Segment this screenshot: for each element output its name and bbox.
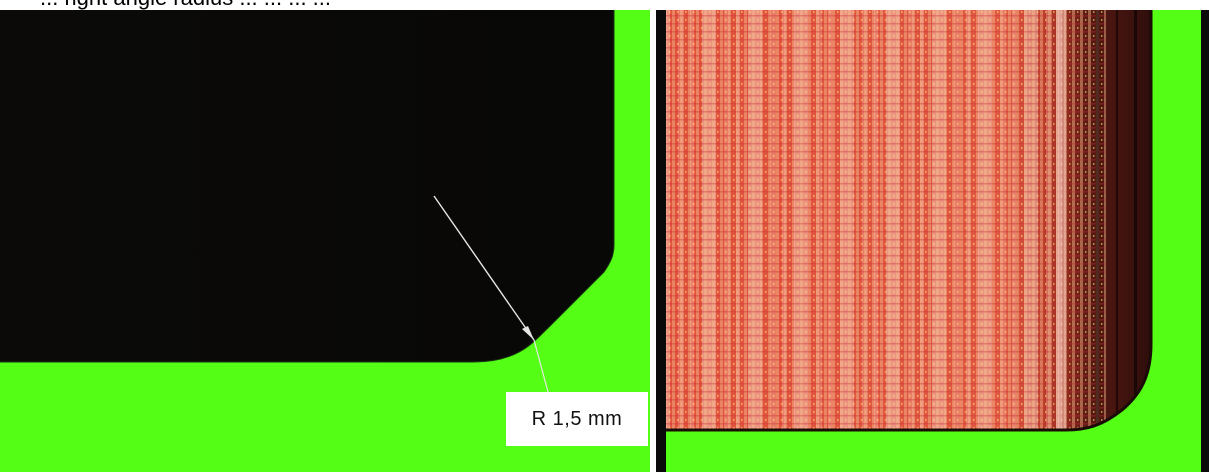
- label-leader-line: [533, 339, 549, 393]
- left-photo: [0, 10, 660, 472]
- right-photo-panel: [656, 10, 1209, 472]
- part-edge: [0, 10, 615, 363]
- panel-border: [656, 10, 666, 472]
- part-edge: [666, 10, 1153, 432]
- right-photo: [656, 10, 1209, 472]
- right-border: [1201, 10, 1209, 472]
- arrow-head-icon: [522, 326, 534, 340]
- radius-leader-line: [433, 195, 535, 341]
- left-photo-panel: R 1,5 mm: [0, 10, 660, 472]
- textured-part: [666, 10, 1151, 430]
- dark-part-shape: [0, 10, 614, 362]
- top-caption: ... right angle radius ... ... ... ...: [40, 0, 331, 10]
- radius-annotation-label: R 1,5 mm: [506, 392, 648, 446]
- panel-gap: [650, 10, 660, 472]
